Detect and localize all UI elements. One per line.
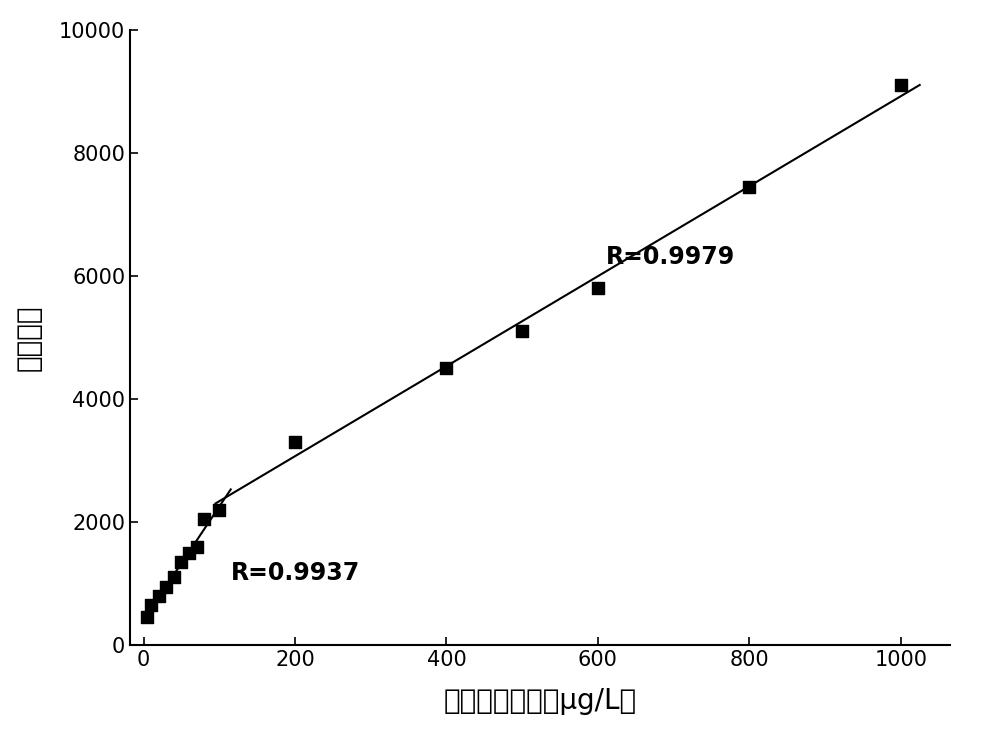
Point [590,282,606,294]
Point [143,599,159,611]
Point [166,572,182,584]
Point [514,326,530,338]
Point [181,547,197,559]
Point [287,436,303,448]
Point [893,80,909,92]
Text: R=0.9979: R=0.9979 [605,244,735,268]
Point [196,513,212,525]
Point [139,611,155,623]
Point [741,181,757,193]
Text: R=0.9937: R=0.9937 [231,562,360,586]
Y-axis label: 荧光强度: 荧光强度 [14,304,42,370]
Point [211,504,227,516]
Point [438,362,454,374]
Point [158,580,174,592]
Point [173,556,189,568]
X-axis label: 对苯二胺浓度（μg/L）: 对苯二胺浓度（μg/L） [443,686,637,715]
Point [189,541,205,553]
Point [151,590,167,602]
